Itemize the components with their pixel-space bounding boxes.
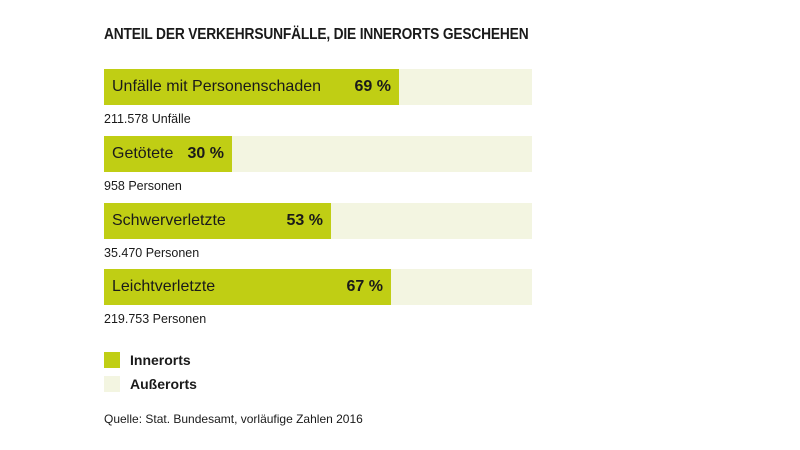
bar-track-1: Getötete 30 % (104, 136, 532, 172)
bar-value-label-2: 53 % (286, 212, 323, 229)
bar-track-0: Unfälle mit Personenschaden 69 % (104, 69, 532, 105)
bar-total-label-3: 219.753 Personen (104, 312, 207, 326)
bar-value-label-1: 30 % (187, 145, 224, 162)
legend-swatch-innerorts (104, 352, 120, 368)
bar-track-2: Schwerverletzte 53 % (104, 203, 532, 239)
bar-value-label-0: 69 % (354, 78, 391, 95)
bar-total-label-1: 958 Personen (104, 179, 182, 193)
bar-total-label-0: 211.578 Unfälle (104, 112, 191, 126)
bar-category-label-3: Leichtverletzte (112, 278, 216, 295)
bar-category-label-1: Getötete (112, 145, 174, 162)
bar-innerorts-2 (104, 203, 331, 239)
chart-title: ANTEIL DER VERKEHRSUNFÄLLE, DIE INNERORT… (104, 26, 529, 43)
legend-item-innerorts: Innerorts (104, 351, 191, 369)
bar-innerorts-1 (104, 136, 232, 172)
bar-category-label-2: Schwerverletzte (112, 212, 226, 229)
bar-total-label-2: 35.470 Personen (104, 246, 200, 260)
source-note: Quelle: Stat. Bundesamt, vorläufige Zahl… (104, 412, 363, 426)
bar-innerorts-0 (104, 69, 399, 105)
legend-label-ausserorts: Außerorts (130, 376, 197, 392)
legend-item-ausserorts: Außerorts (104, 375, 197, 393)
bar-category-label-0: Unfälle mit Personenschaden (112, 78, 322, 95)
bar-innerorts-3 (104, 269, 391, 305)
legend-swatch-ausserorts (104, 376, 120, 392)
bar-value-label-3: 67 % (346, 278, 383, 295)
bar-track-3: Leichtverletzte 67 % (104, 269, 532, 305)
legend-label-innerorts: Innerorts (130, 352, 191, 368)
